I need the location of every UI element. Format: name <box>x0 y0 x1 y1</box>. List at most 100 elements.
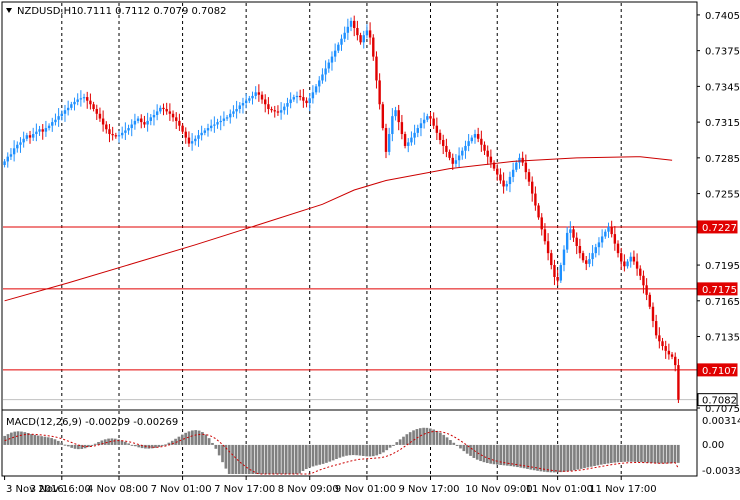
macd-histogram-bar <box>30 434 33 445</box>
macd-histogram-bar <box>526 444 529 469</box>
macd-histogram-bar <box>546 444 549 473</box>
macd-histogram-bar <box>100 440 104 445</box>
macd-histogram-bar <box>20 431 23 445</box>
macd-histogram-bar <box>536 444 539 471</box>
macd-histogram-bar <box>660 444 663 464</box>
macd-histogram-bar <box>298 444 301 474</box>
candle-body <box>178 120 181 126</box>
macd-histogram-bar <box>234 444 238 474</box>
candle-body <box>260 94 264 100</box>
candle-body <box>375 56 378 81</box>
macd-histogram-bar <box>361 444 365 456</box>
macd-histogram-bar <box>160 444 164 446</box>
candle-body <box>152 114 156 118</box>
macd-histogram-bar <box>516 444 519 468</box>
candle-body <box>51 122 54 126</box>
candle-body <box>165 109 168 112</box>
macd-histogram-bar <box>170 440 174 445</box>
candle-body <box>276 111 280 113</box>
candle-body <box>298 95 302 98</box>
macd-histogram-bar <box>653 444 657 464</box>
candle-body <box>565 232 569 250</box>
macd-histogram-bar <box>485 444 489 464</box>
candle-body <box>235 109 238 112</box>
candle-body <box>505 184 508 187</box>
price-label-box <box>697 363 738 377</box>
candle-body <box>54 119 57 123</box>
candle-body <box>569 229 572 233</box>
candle-body <box>60 113 64 117</box>
macd-histogram-bar <box>304 444 308 470</box>
candle-body <box>562 249 566 266</box>
candle-body <box>648 294 652 307</box>
candle-body <box>3 161 6 165</box>
candle-body <box>66 107 70 111</box>
triangle-down-icon[interactable] <box>6 8 12 13</box>
macd-histogram-bar <box>187 431 191 445</box>
candle-body <box>381 104 385 129</box>
candle-body <box>219 120 222 123</box>
macd-histogram-bar <box>415 429 419 445</box>
candle-body <box>394 110 397 117</box>
candle-body <box>616 243 620 254</box>
macd-histogram-bar <box>67 444 70 447</box>
candle-body <box>413 132 416 138</box>
price-tick-label: 0.7075 <box>705 404 740 415</box>
candle-body <box>47 125 51 129</box>
macd-histogram-bar <box>636 444 640 462</box>
candle-body <box>63 110 67 114</box>
macd-histogram-bar <box>596 444 600 466</box>
macd-histogram-bar <box>519 444 523 468</box>
macd-histogram-bar <box>107 438 110 445</box>
macd-histogram-bar <box>512 444 516 467</box>
time-tick-label: 9 Nov 01:00 <box>335 484 396 495</box>
macd-histogram-bar <box>63 444 67 446</box>
macd-histogram-bar <box>623 444 627 462</box>
candle-body <box>273 110 276 112</box>
candle-body <box>387 134 391 152</box>
macd-histogram-bar <box>355 444 358 456</box>
macd-histogram-bar <box>288 444 291 474</box>
candle-body <box>327 62 330 69</box>
macd-histogram-bar <box>318 444 322 465</box>
macd-histogram-bar <box>194 430 198 445</box>
macd-histogram-bar <box>46 437 50 445</box>
macd-histogram-bar <box>676 444 680 463</box>
candle-body <box>476 134 480 139</box>
macd-histogram-bar <box>184 432 187 445</box>
macd-histogram-bar <box>502 444 506 466</box>
candle-body <box>556 276 559 281</box>
candle-body <box>108 129 111 135</box>
macd-histogram-bar <box>237 444 241 474</box>
candle-body <box>454 160 458 164</box>
candle-body <box>35 131 38 135</box>
macd-histogram-bar <box>177 436 181 445</box>
candle-body <box>311 92 315 99</box>
macd-histogram-bar <box>620 444 623 462</box>
candle-body <box>44 128 48 132</box>
macd-histogram-bar <box>258 444 261 474</box>
macd-histogram-bar <box>442 434 446 445</box>
candle-body <box>410 137 413 143</box>
candle-body <box>619 253 623 262</box>
candle-body <box>353 20 356 29</box>
price-tick-label: 0.7315 <box>705 118 740 129</box>
macd-histogram-bar <box>53 439 57 445</box>
candle-body <box>114 135 118 137</box>
macd-histogram-bar <box>50 438 53 445</box>
candle-body <box>546 241 550 254</box>
candle-body <box>356 28 359 36</box>
macd-histogram-bar <box>522 444 526 469</box>
macd-histogram-bar <box>254 444 258 474</box>
macd-histogram-bar <box>150 444 154 449</box>
macd-histogram-bar <box>247 444 251 474</box>
macd-histogram-bar <box>469 444 472 456</box>
macd-histogram-bar <box>378 444 382 455</box>
candle-body <box>257 92 261 95</box>
candle-body <box>550 253 553 266</box>
candle-body <box>448 151 451 158</box>
candle-body <box>604 231 607 237</box>
macd-histogram-bar <box>589 444 593 467</box>
